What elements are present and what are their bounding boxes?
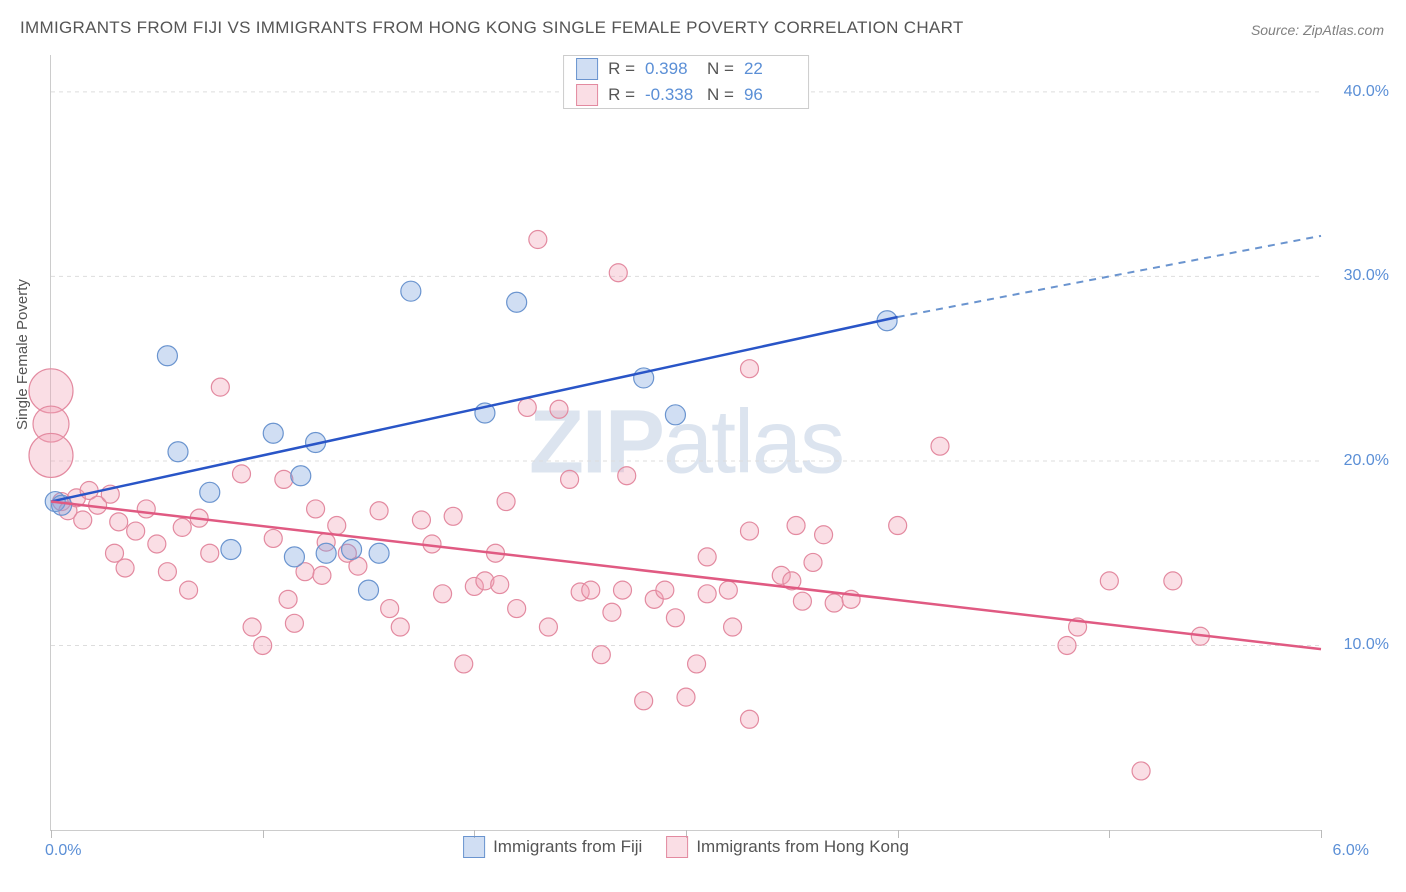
series-legend: Immigrants from Fiji Immigrants from Hon… [463, 836, 909, 858]
source-label: Source: ZipAtlas.com [1251, 22, 1384, 38]
r-label: R = [608, 85, 635, 105]
legend-label-fiji: Immigrants from Fiji [493, 837, 642, 857]
x-tick [1109, 830, 1110, 838]
legend-row-fiji: R = 0.398 N = 22 [564, 56, 808, 82]
swatch-fiji-bottom [463, 836, 485, 858]
n-label: N = [707, 85, 734, 105]
r-value-hk: -0.338 [645, 85, 697, 105]
legend-item-fiji: Immigrants from Fiji [463, 836, 642, 858]
y-axis-label: Single Female Poverty [14, 279, 31, 430]
legend-label-hk: Immigrants from Hong Kong [696, 837, 909, 857]
legend-row-hk: R = -0.338 N = 96 [564, 82, 808, 108]
y-tick-label: 20.0% [1344, 452, 1389, 470]
n-label: N = [707, 59, 734, 79]
n-value-hk: 96 [744, 85, 796, 105]
y-tick-label: 40.0% [1344, 83, 1389, 101]
swatch-hk [576, 84, 598, 106]
x-tick-label: 0.0% [45, 842, 81, 860]
x-tick [1321, 830, 1322, 838]
x-tick [263, 830, 264, 838]
x-tick [51, 830, 52, 838]
x-tick-label: 6.0% [1333, 842, 1369, 860]
swatch-fiji [576, 58, 598, 80]
n-value-fiji: 22 [744, 59, 796, 79]
y-tick-label: 10.0% [1344, 636, 1389, 654]
plot-area: ZIPatlas R = 0.398 N = 22 R = -0.338 N =… [50, 55, 1321, 831]
swatch-hk-bottom [666, 836, 688, 858]
legend-item-hk: Immigrants from Hong Kong [666, 836, 909, 858]
y-tick-label: 30.0% [1344, 267, 1389, 285]
r-label: R = [608, 59, 635, 79]
chart-svg [51, 55, 1321, 830]
r-value-fiji: 0.398 [645, 59, 697, 79]
chart-title: IMMIGRANTS FROM FIJI VS IMMIGRANTS FROM … [20, 18, 964, 38]
correlation-legend: R = 0.398 N = 22 R = -0.338 N = 96 [563, 55, 809, 109]
